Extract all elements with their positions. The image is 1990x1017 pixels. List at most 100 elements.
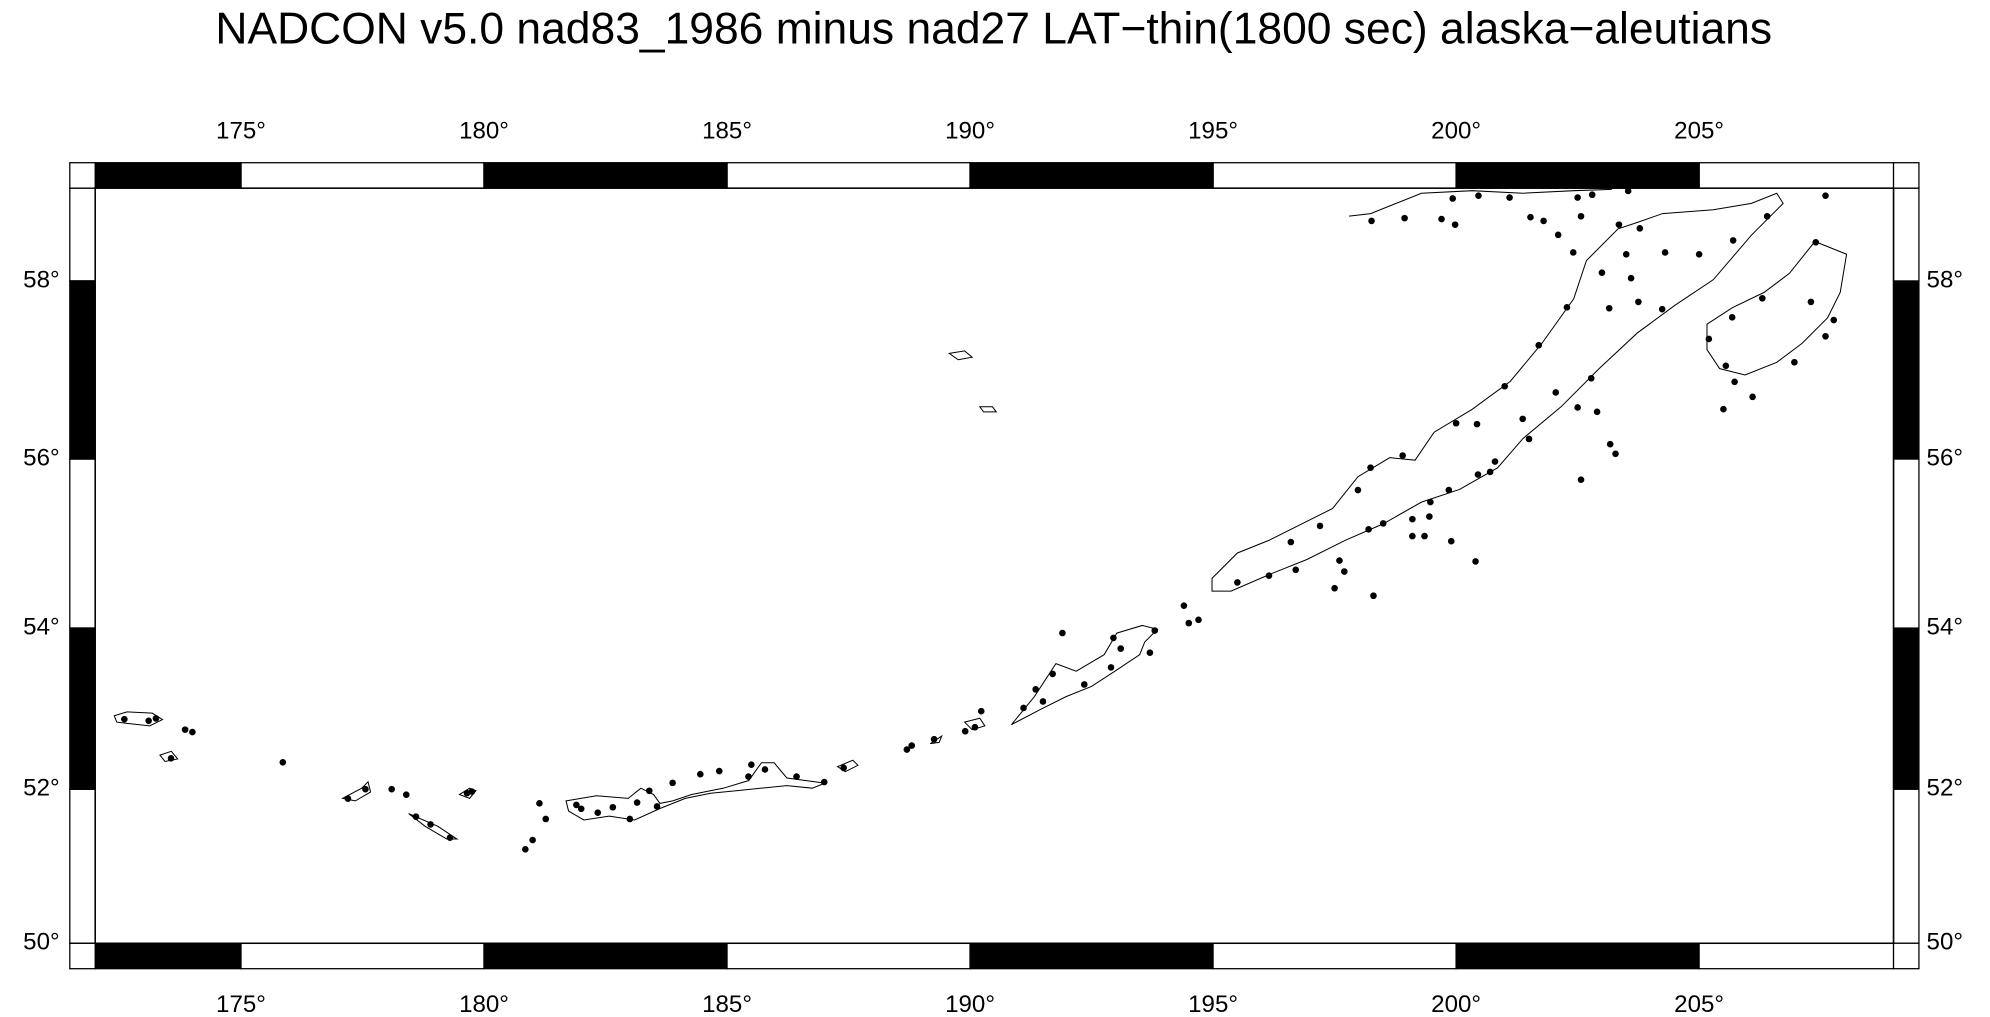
station-point [1519, 415, 1526, 423]
station-point [1822, 332, 1829, 340]
frame-bar [1892, 788, 1920, 944]
coastline [1211, 192, 1784, 592]
coastline [1706, 240, 1848, 376]
station-point [1447, 537, 1455, 545]
frame-bar [1698, 942, 1895, 970]
station-point [1605, 304, 1613, 312]
station-point [1658, 305, 1666, 313]
coastline [341, 780, 372, 802]
station-point [189, 728, 196, 736]
y-tick-label: 54° [23, 613, 59, 640]
station-point [1563, 304, 1571, 311]
station-point [1830, 316, 1838, 324]
station-point [1731, 378, 1738, 386]
station-point [1474, 471, 1482, 478]
frame-bar [483, 942, 728, 970]
frame-bar [1892, 187, 1920, 282]
station-point [1379, 520, 1387, 527]
station-point [1475, 192, 1482, 199]
station-point [1473, 420, 1481, 428]
station-point [522, 845, 529, 853]
frame-bar [726, 162, 971, 189]
station-point [1569, 249, 1577, 256]
station-point [1331, 584, 1338, 592]
station-point [1341, 568, 1348, 575]
station-point [1336, 557, 1343, 564]
station-point [1728, 314, 1736, 321]
station-point [1527, 213, 1534, 221]
station-point [167, 755, 175, 762]
frame-corner [69, 942, 96, 970]
station-point [1636, 225, 1644, 232]
station-point [1606, 440, 1614, 448]
frame-bar [69, 788, 96, 944]
station-point [1401, 214, 1408, 222]
station-point [594, 809, 602, 817]
coastline [1011, 624, 1159, 726]
x-tick-label: 185° [702, 991, 752, 1017]
station-point [1146, 649, 1154, 657]
frame-bar [240, 162, 485, 189]
station-point [1287, 538, 1295, 546]
frame-bar [726, 942, 971, 970]
frame-bar [69, 458, 96, 629]
frame-bar [969, 162, 1214, 189]
station-point [1472, 558, 1479, 565]
station-point [1370, 592, 1377, 600]
station-point [1316, 522, 1324, 530]
station-point [1822, 192, 1829, 199]
station-point [669, 779, 676, 787]
station-point [930, 735, 938, 743]
x-tick-label: 180° [459, 991, 509, 1017]
station-point [536, 800, 543, 807]
station-point [412, 813, 420, 820]
frame-bar [1892, 280, 1920, 460]
station-point [1763, 212, 1771, 220]
map-title: NADCON v5.0 nad83_1986 minus nad27 LAT−t… [215, 4, 1772, 53]
y-tick-label: 50° [1927, 929, 1963, 956]
station-point [1577, 476, 1585, 484]
frame-bar [94, 162, 242, 189]
frame-corner [69, 162, 96, 189]
station-point [1117, 645, 1125, 652]
station-point [1452, 419, 1460, 427]
x-tick-label: 200° [1431, 991, 1481, 1017]
station-point [344, 795, 352, 802]
x-tick-label: 185° [702, 118, 752, 145]
x-tick-label: 175° [216, 991, 266, 1017]
station-point [748, 761, 755, 768]
station-point [903, 746, 911, 753]
station-point [573, 801, 580, 809]
station-point [1729, 237, 1737, 244]
station-point [446, 834, 454, 841]
station-point [1749, 393, 1756, 401]
station-point [1365, 526, 1372, 533]
x-tick-label: 190° [945, 991, 995, 1017]
x-tick-label: 195° [1188, 118, 1238, 145]
station-point [1759, 294, 1766, 302]
station-point [1292, 566, 1300, 574]
frame-bar [1698, 162, 1895, 189]
y-tick-label: 50° [23, 929, 59, 956]
frame-corner [1892, 162, 1920, 189]
x-tick-label: 190° [945, 118, 995, 145]
station-point [577, 805, 585, 813]
station-point [1426, 513, 1433, 520]
station-point [1427, 498, 1434, 506]
y-tick-label: 52° [1927, 775, 1963, 802]
station-point [1491, 458, 1499, 465]
station-point [1445, 486, 1453, 494]
station-point [427, 821, 434, 828]
station-point [1409, 515, 1416, 523]
station-point [1080, 681, 1088, 688]
station-point [1185, 619, 1193, 627]
station-point [1234, 579, 1241, 586]
station-point [121, 715, 128, 723]
y-tick-label: 58° [23, 266, 59, 293]
station-point [542, 815, 550, 823]
station-point [633, 799, 641, 806]
station-point [820, 778, 828, 786]
station-point [715, 767, 723, 775]
station-point [961, 727, 969, 735]
frame-bar [1892, 627, 1920, 790]
